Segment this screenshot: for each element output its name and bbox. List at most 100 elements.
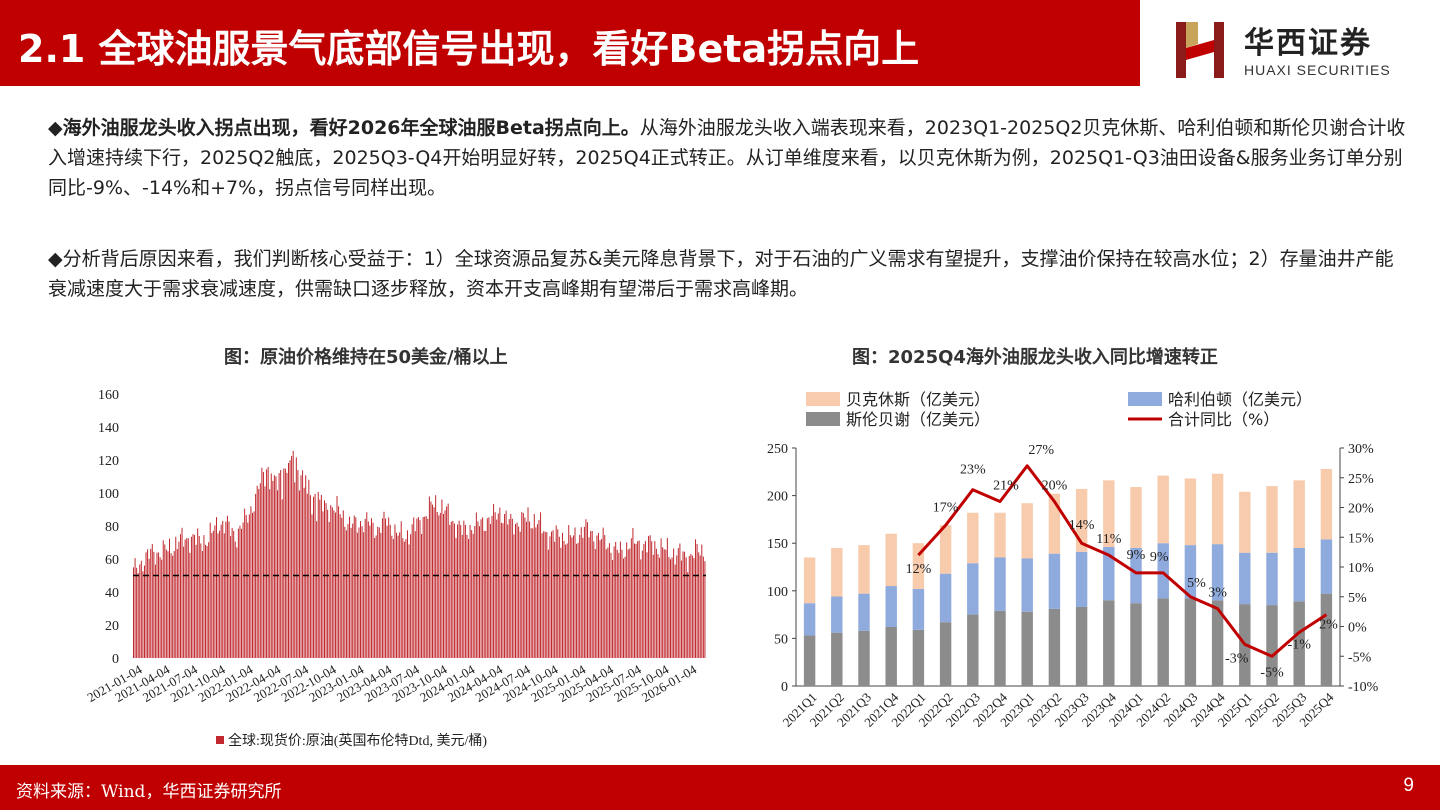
chart1-price-bar bbox=[665, 549, 667, 658]
chart1-price-bar bbox=[677, 548, 679, 658]
chart2-bar-segment bbox=[831, 596, 843, 633]
chart1-price-bar bbox=[374, 537, 376, 658]
chart2-legend-label: 哈利伯顿（亿美元） bbox=[1168, 390, 1312, 409]
chart1-price-bar bbox=[413, 517, 415, 658]
chart2-oilservice-revenue: 贝克休斯（亿美元） 哈利伯顿（亿美元） 斯伦贝谢（亿美元） 合计同比（%） 0 50 10… bbox=[767, 390, 1379, 730]
chart1-price-bar bbox=[411, 524, 413, 658]
chart1-price-bar bbox=[256, 485, 258, 658]
chart1-price-bar bbox=[206, 546, 208, 658]
chart1-price-bar bbox=[161, 559, 163, 658]
chart2-bar-segment bbox=[967, 614, 979, 686]
chart1-price-bar bbox=[278, 473, 280, 658]
chart2-bar-segment bbox=[1184, 545, 1197, 599]
chart1-price-bar bbox=[626, 542, 628, 658]
chart1-price-bar bbox=[241, 528, 243, 658]
chart2-bar-segment bbox=[939, 573, 952, 623]
chart2-bar-segment bbox=[803, 557, 816, 604]
chart1-price-bar bbox=[701, 544, 703, 658]
chart1-price-bar bbox=[607, 547, 609, 658]
chart1-price-bar bbox=[220, 524, 222, 658]
chart1-price-bar bbox=[140, 560, 142, 658]
chart1-price-bar bbox=[137, 573, 139, 658]
chart1-price-bar bbox=[640, 559, 642, 658]
chart1-price-bar bbox=[676, 555, 678, 658]
chart2-bar-segment bbox=[1293, 480, 1305, 548]
paragraph-1: ◆海外油服龙头收入拐点出现，看好2026年全球油服Beta拐点向上。从海外油服龙… bbox=[48, 113, 1408, 203]
chart1-price-bar bbox=[172, 555, 174, 658]
chart2-bar-segment bbox=[939, 525, 952, 574]
chart1-price-bar bbox=[499, 507, 501, 658]
chart1-price-bar bbox=[277, 490, 279, 658]
chart1-price-bar bbox=[383, 511, 385, 658]
chart1-price-bar bbox=[311, 514, 313, 658]
chart1-price-bar bbox=[582, 537, 584, 658]
chart1-price-bar bbox=[563, 540, 565, 658]
chart1-price-bar bbox=[579, 534, 581, 658]
chart2-right-tick-label: 30% bbox=[1348, 442, 1374, 457]
chart1-price-bar bbox=[269, 489, 271, 658]
chart1-price-bar bbox=[242, 522, 244, 658]
chart1-price-bar bbox=[328, 521, 330, 658]
chart1-price-bar bbox=[367, 521, 369, 658]
chart1-price-bar bbox=[475, 512, 477, 658]
paragraph-1-bullet: ◆ bbox=[48, 117, 63, 139]
chart2-bar-segment bbox=[1293, 547, 1305, 602]
chart1-price-bar bbox=[244, 508, 246, 658]
chart2-bar-segment bbox=[1103, 547, 1115, 601]
chart1-price-bar bbox=[380, 532, 382, 658]
chart1-price-bar bbox=[231, 527, 233, 658]
chart1-price-bar bbox=[447, 503, 449, 658]
chart2-left-tick-label: 150 bbox=[767, 537, 788, 552]
chart1-price-bar bbox=[239, 525, 241, 658]
chart2-bar-segment bbox=[912, 588, 925, 630]
chart1-price-bar bbox=[289, 460, 291, 658]
chart1-price-bar bbox=[209, 522, 211, 658]
chart1-price-bar bbox=[450, 521, 452, 658]
chart2-growth-label: 2% bbox=[1319, 618, 1338, 633]
chart2-bar-segment bbox=[1266, 605, 1278, 686]
chart1-price-bar bbox=[532, 528, 534, 658]
chart2-bar-segment bbox=[885, 586, 897, 627]
chart2-bar-segment bbox=[1075, 551, 1088, 607]
chart1-price-bar bbox=[558, 536, 560, 658]
chart1-price-bar bbox=[408, 544, 410, 658]
chart2-bar-segment bbox=[1075, 488, 1088, 552]
chart1-price-bar bbox=[593, 541, 595, 658]
chart1-price-bar bbox=[402, 538, 404, 658]
chart1-price-bar bbox=[511, 518, 513, 658]
chart2-bar-segment bbox=[1157, 475, 1169, 544]
chart1-price-bar bbox=[644, 541, 646, 658]
chart2-bar-segment bbox=[1184, 598, 1197, 686]
chart1-price-bar bbox=[154, 564, 156, 658]
chart1-price-bar bbox=[569, 535, 571, 658]
chart1-price-bar bbox=[363, 532, 365, 658]
chart1-price-bar bbox=[591, 530, 593, 658]
chart1-price-bar bbox=[442, 513, 444, 658]
chart1-price-bar bbox=[342, 510, 344, 658]
chart1-price-bar bbox=[197, 528, 199, 658]
chart1-price-bar bbox=[159, 557, 161, 658]
chart1-price-bar bbox=[671, 557, 673, 658]
chart1-price-bar bbox=[203, 535, 205, 658]
chart1-price-bar bbox=[641, 550, 643, 658]
chart2-bar-segment bbox=[858, 630, 870, 686]
chart1-price-bar bbox=[226, 515, 228, 658]
chart1-price-bar bbox=[170, 553, 172, 658]
chart1-price-bar bbox=[478, 526, 480, 658]
chart1-price-bar bbox=[621, 549, 623, 658]
chart1-price-bar bbox=[187, 538, 189, 658]
chart1-price-bar bbox=[435, 495, 437, 658]
chart1-price-bar bbox=[167, 551, 169, 658]
chart1-price-bar bbox=[695, 539, 697, 658]
chart1-price-bar bbox=[175, 536, 177, 658]
chart2-legend-swatch bbox=[1128, 392, 1162, 406]
chart1-price-bar bbox=[215, 517, 217, 658]
chart1-price-bar bbox=[251, 512, 253, 658]
chart1-price-bar bbox=[449, 524, 451, 658]
chart1-price-bar bbox=[469, 525, 471, 658]
chart1-price-bar bbox=[303, 487, 305, 658]
chart1-price-bar bbox=[142, 571, 144, 658]
paragraph-1-lead: 海外油服龙头收入拐点出现，看好2026年全球油服Beta拐点向上。 bbox=[62, 117, 640, 139]
chart2-left-tick-label: 50 bbox=[774, 632, 788, 647]
logo-text-cn: 华西证券 bbox=[1244, 26, 1372, 61]
